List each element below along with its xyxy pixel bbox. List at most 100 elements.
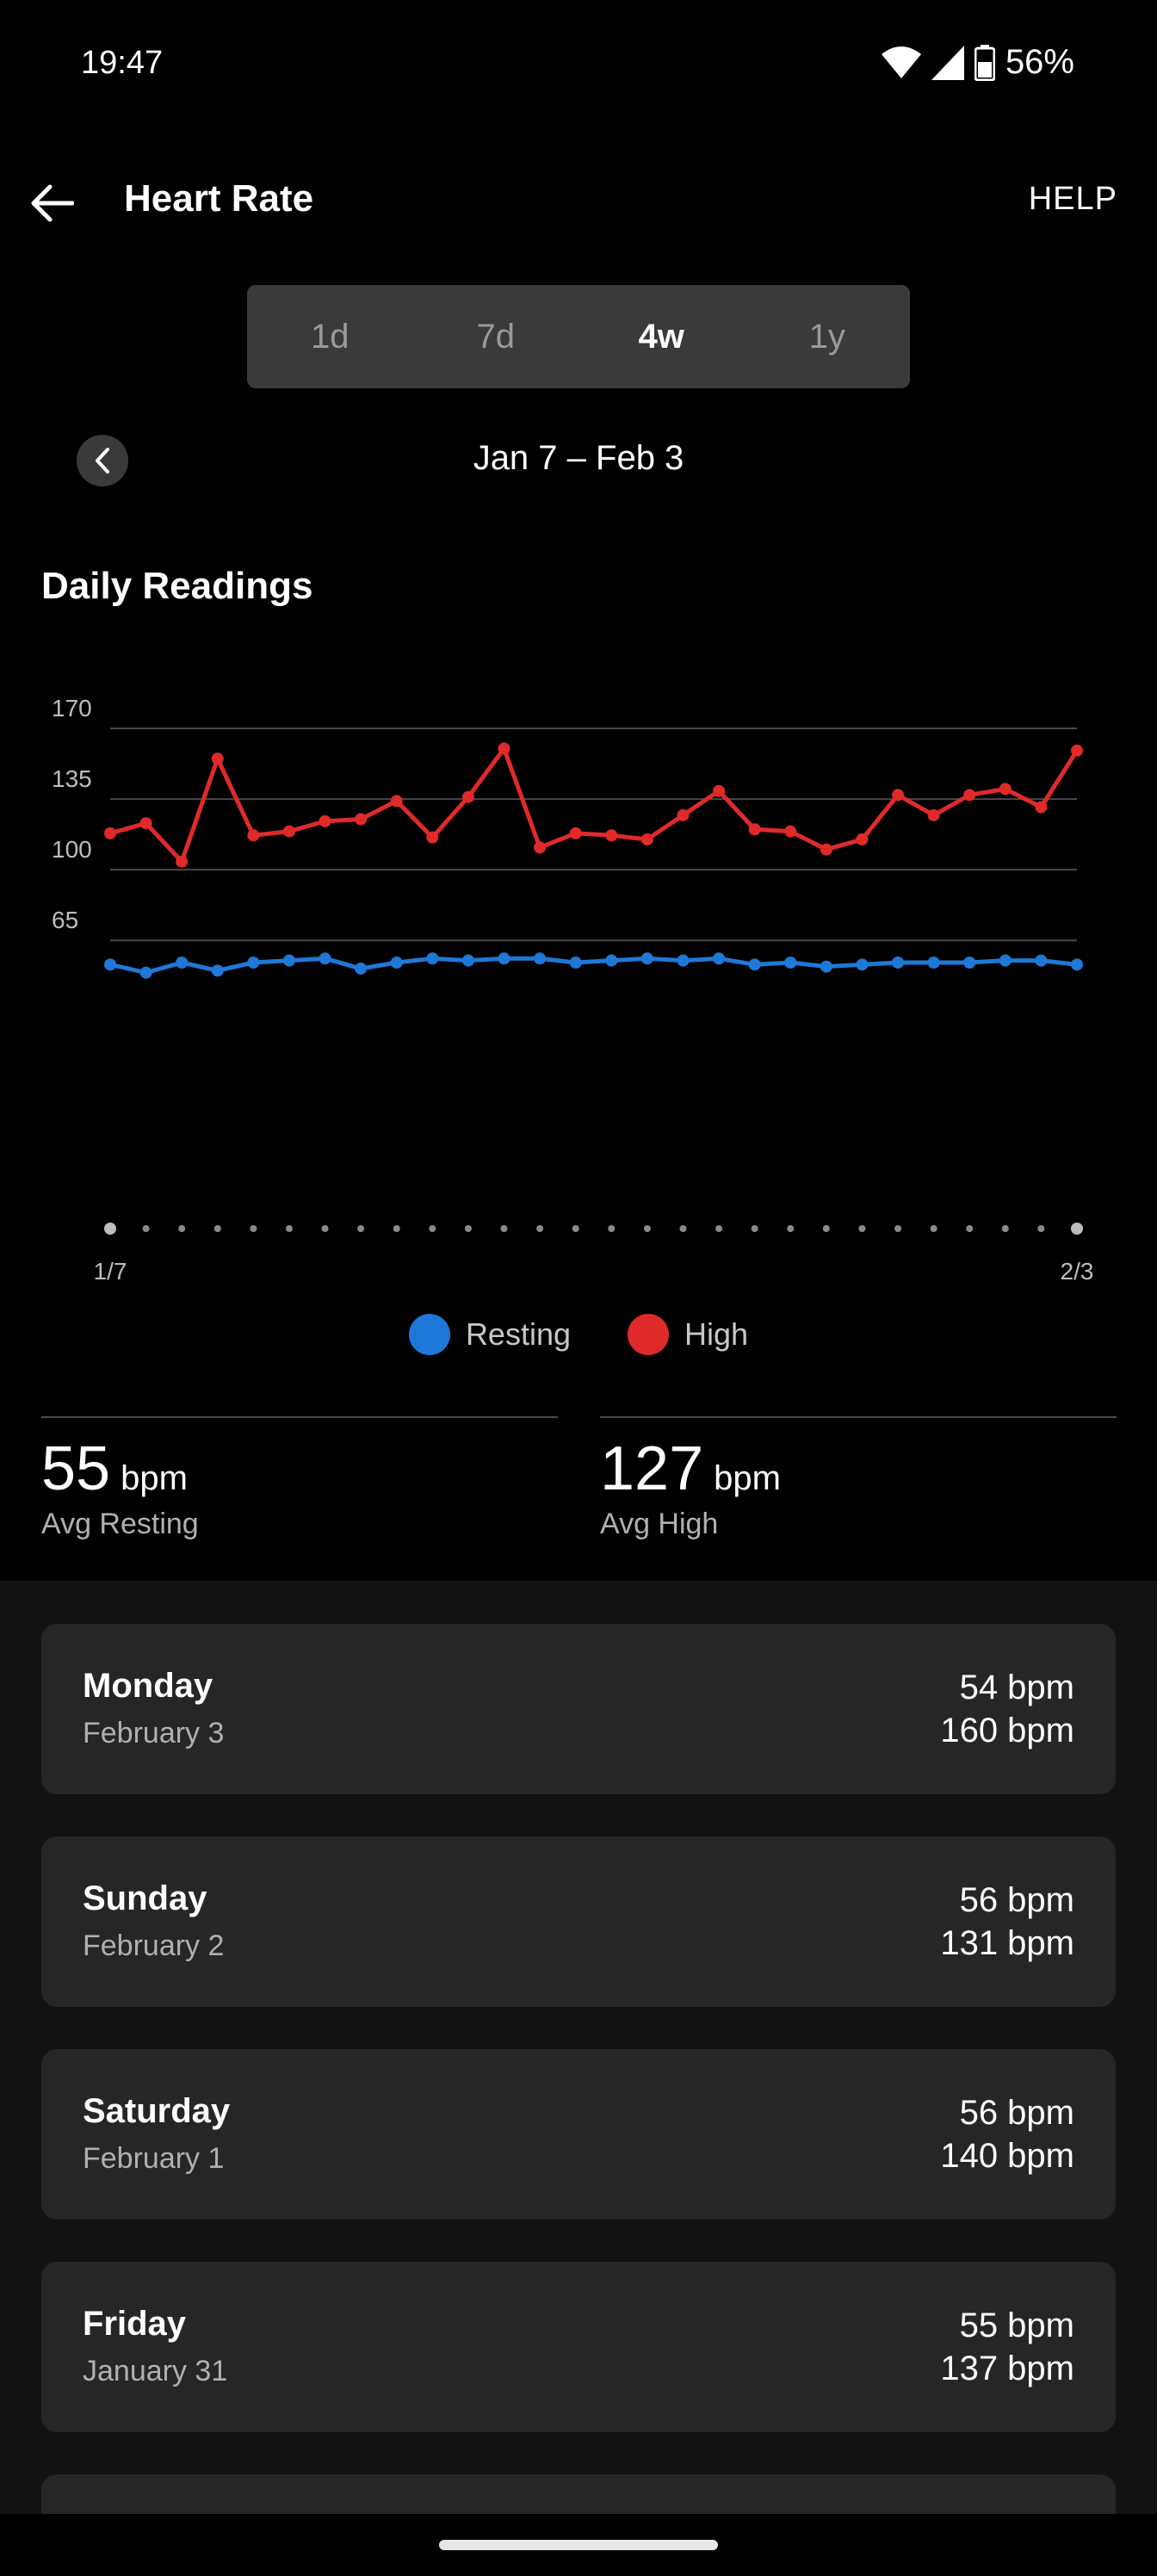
data-point-resting <box>355 963 368 975</box>
tab-4w[interactable]: 4w <box>638 317 684 356</box>
tab-1y[interactable]: 1y <box>808 317 845 356</box>
x-axis-dot <box>1001 1225 1009 1232</box>
x-axis-dot <box>858 1225 866 1232</box>
y-tick-label: 65 <box>52 907 78 933</box>
data-point-high <box>1035 801 1048 814</box>
x-axis-dot <box>213 1225 221 1232</box>
y-tick-label: 135 <box>52 765 92 792</box>
data-point-resting <box>640 952 653 965</box>
x-axis-dot <box>250 1225 257 1232</box>
heart-rate-chart: 65 100 135 170 1/7 2/3 <box>52 695 1094 1285</box>
data-point-resting <box>677 954 690 967</box>
legend-item-resting: Resting <box>408 1314 571 1355</box>
x-axis-dot <box>966 1225 974 1232</box>
x-axis-dot <box>500 1225 508 1232</box>
day-name: Monday <box>83 1667 213 1705</box>
data-point-resting <box>139 966 152 979</box>
data-point-high <box>999 783 1012 796</box>
data-point-resting <box>461 954 474 967</box>
data-point-high <box>390 795 403 808</box>
data-point-resting <box>211 964 224 977</box>
day-date: February 1 <box>83 2142 225 2175</box>
back-button[interactable] <box>24 176 79 231</box>
date-range-label: Jan 7 – Feb 3 <box>473 439 684 477</box>
x-tick-label-start: 1/7 <box>94 1258 127 1285</box>
x-axis-dot <box>643 1225 651 1232</box>
x-axis-dot <box>536 1225 544 1232</box>
avg-high-unit: bpm <box>714 1459 781 1497</box>
legend-dot-high <box>628 1314 669 1355</box>
data-point-resting <box>247 957 260 969</box>
data-point-resting <box>176 957 189 969</box>
list-item[interactable]: Sunday February 2 56 bpm 131 bpm <box>41 1836 1116 2007</box>
data-point-resting <box>784 957 797 969</box>
x-axis-dot <box>104 1223 116 1235</box>
data-point-resting <box>963 957 976 969</box>
day-high-bpm: 137 bpm <box>940 2350 1074 2387</box>
data-point-high <box>927 808 940 821</box>
avg-high-caption: Avg High <box>600 1508 719 1540</box>
tab-1d[interactable]: 1d <box>311 317 350 356</box>
data-point-high <box>498 742 510 755</box>
previous-range-button[interactable] <box>77 435 128 486</box>
data-point-high <box>569 827 582 839</box>
y-tick-label: 170 <box>52 695 92 721</box>
list-item[interactable] <box>41 2474 1116 2514</box>
data-point-resting <box>319 952 331 965</box>
day-resting-bpm: 55 bpm <box>959 2307 1074 2344</box>
data-point-resting <box>498 952 510 965</box>
data-point-high <box>282 825 295 838</box>
home-indicator[interactable] <box>439 2540 718 2550</box>
day-date: February 2 <box>83 1929 225 1962</box>
x-axis-dot <box>715 1225 723 1232</box>
day-high-bpm: 160 bpm <box>940 1712 1074 1749</box>
navigation-bar <box>0 2514 1157 2576</box>
day-date: January 31 <box>83 2355 228 2387</box>
daily-readings-list: Monday February 3 54 bpm 160 bpm Sunday … <box>0 1581 1157 2514</box>
day-name: Friday <box>83 2305 187 2343</box>
data-point-resting <box>104 958 116 971</box>
wifi-icon <box>881 46 921 80</box>
x-axis-dot <box>894 1225 902 1232</box>
day-resting-bpm: 56 bpm <box>959 2094 1074 2132</box>
data-point-resting <box>426 952 439 965</box>
avg-resting-value: 55 <box>41 1434 111 1503</box>
y-tick-label: 100 <box>52 836 92 863</box>
x-axis-dot <box>285 1225 293 1232</box>
data-point-resting <box>534 952 547 965</box>
status-bar: 19:47 56% <box>0 0 1157 129</box>
data-point-resting <box>748 958 761 971</box>
x-axis-dot <box>930 1225 937 1232</box>
x-tick-label-end: 2/3 <box>1061 1258 1094 1285</box>
x-axis-dot <box>572 1225 579 1232</box>
data-point-high <box>426 831 439 844</box>
chart-legend: Resting High <box>0 1314 1157 1355</box>
data-point-resting <box>892 957 905 969</box>
list-item[interactable]: Friday January 31 55 bpm 137 bpm <box>41 2262 1116 2432</box>
data-point-resting <box>569 957 582 969</box>
day-name: Sunday <box>83 1879 207 1917</box>
day-high-bpm: 140 bpm <box>940 2137 1074 2175</box>
x-axis-dot <box>429 1225 436 1232</box>
legend-label-high: High <box>684 1316 749 1352</box>
avg-high-value: 127 <box>600 1434 704 1503</box>
data-point-high <box>748 823 761 836</box>
data-point-resting <box>713 952 726 965</box>
data-point-resting <box>390 957 403 969</box>
avg-resting-caption: Avg Resting <box>41 1508 199 1540</box>
data-point-high <box>784 825 797 838</box>
data-point-high <box>605 829 618 842</box>
tab-7d[interactable]: 7d <box>476 317 516 356</box>
data-point-resting <box>605 954 618 967</box>
list-item[interactable]: Saturday February 1 56 bpm 140 bpm <box>41 2049 1116 2220</box>
help-button[interactable]: HELP <box>1028 181 1117 217</box>
data-point-resting <box>820 960 832 973</box>
x-axis-dot <box>1071 1223 1083 1235</box>
x-axis-dot <box>142 1225 150 1232</box>
range-tabs: 1d 7d 4w 1y <box>247 285 910 388</box>
list-item[interactable]: Monday February 3 54 bpm 160 bpm <box>41 1624 1116 1794</box>
day-high-bpm: 131 bpm <box>940 1924 1074 1962</box>
status-time: 19:47 <box>81 45 164 81</box>
x-axis-dot <box>787 1225 795 1232</box>
data-point-high <box>713 784 726 797</box>
